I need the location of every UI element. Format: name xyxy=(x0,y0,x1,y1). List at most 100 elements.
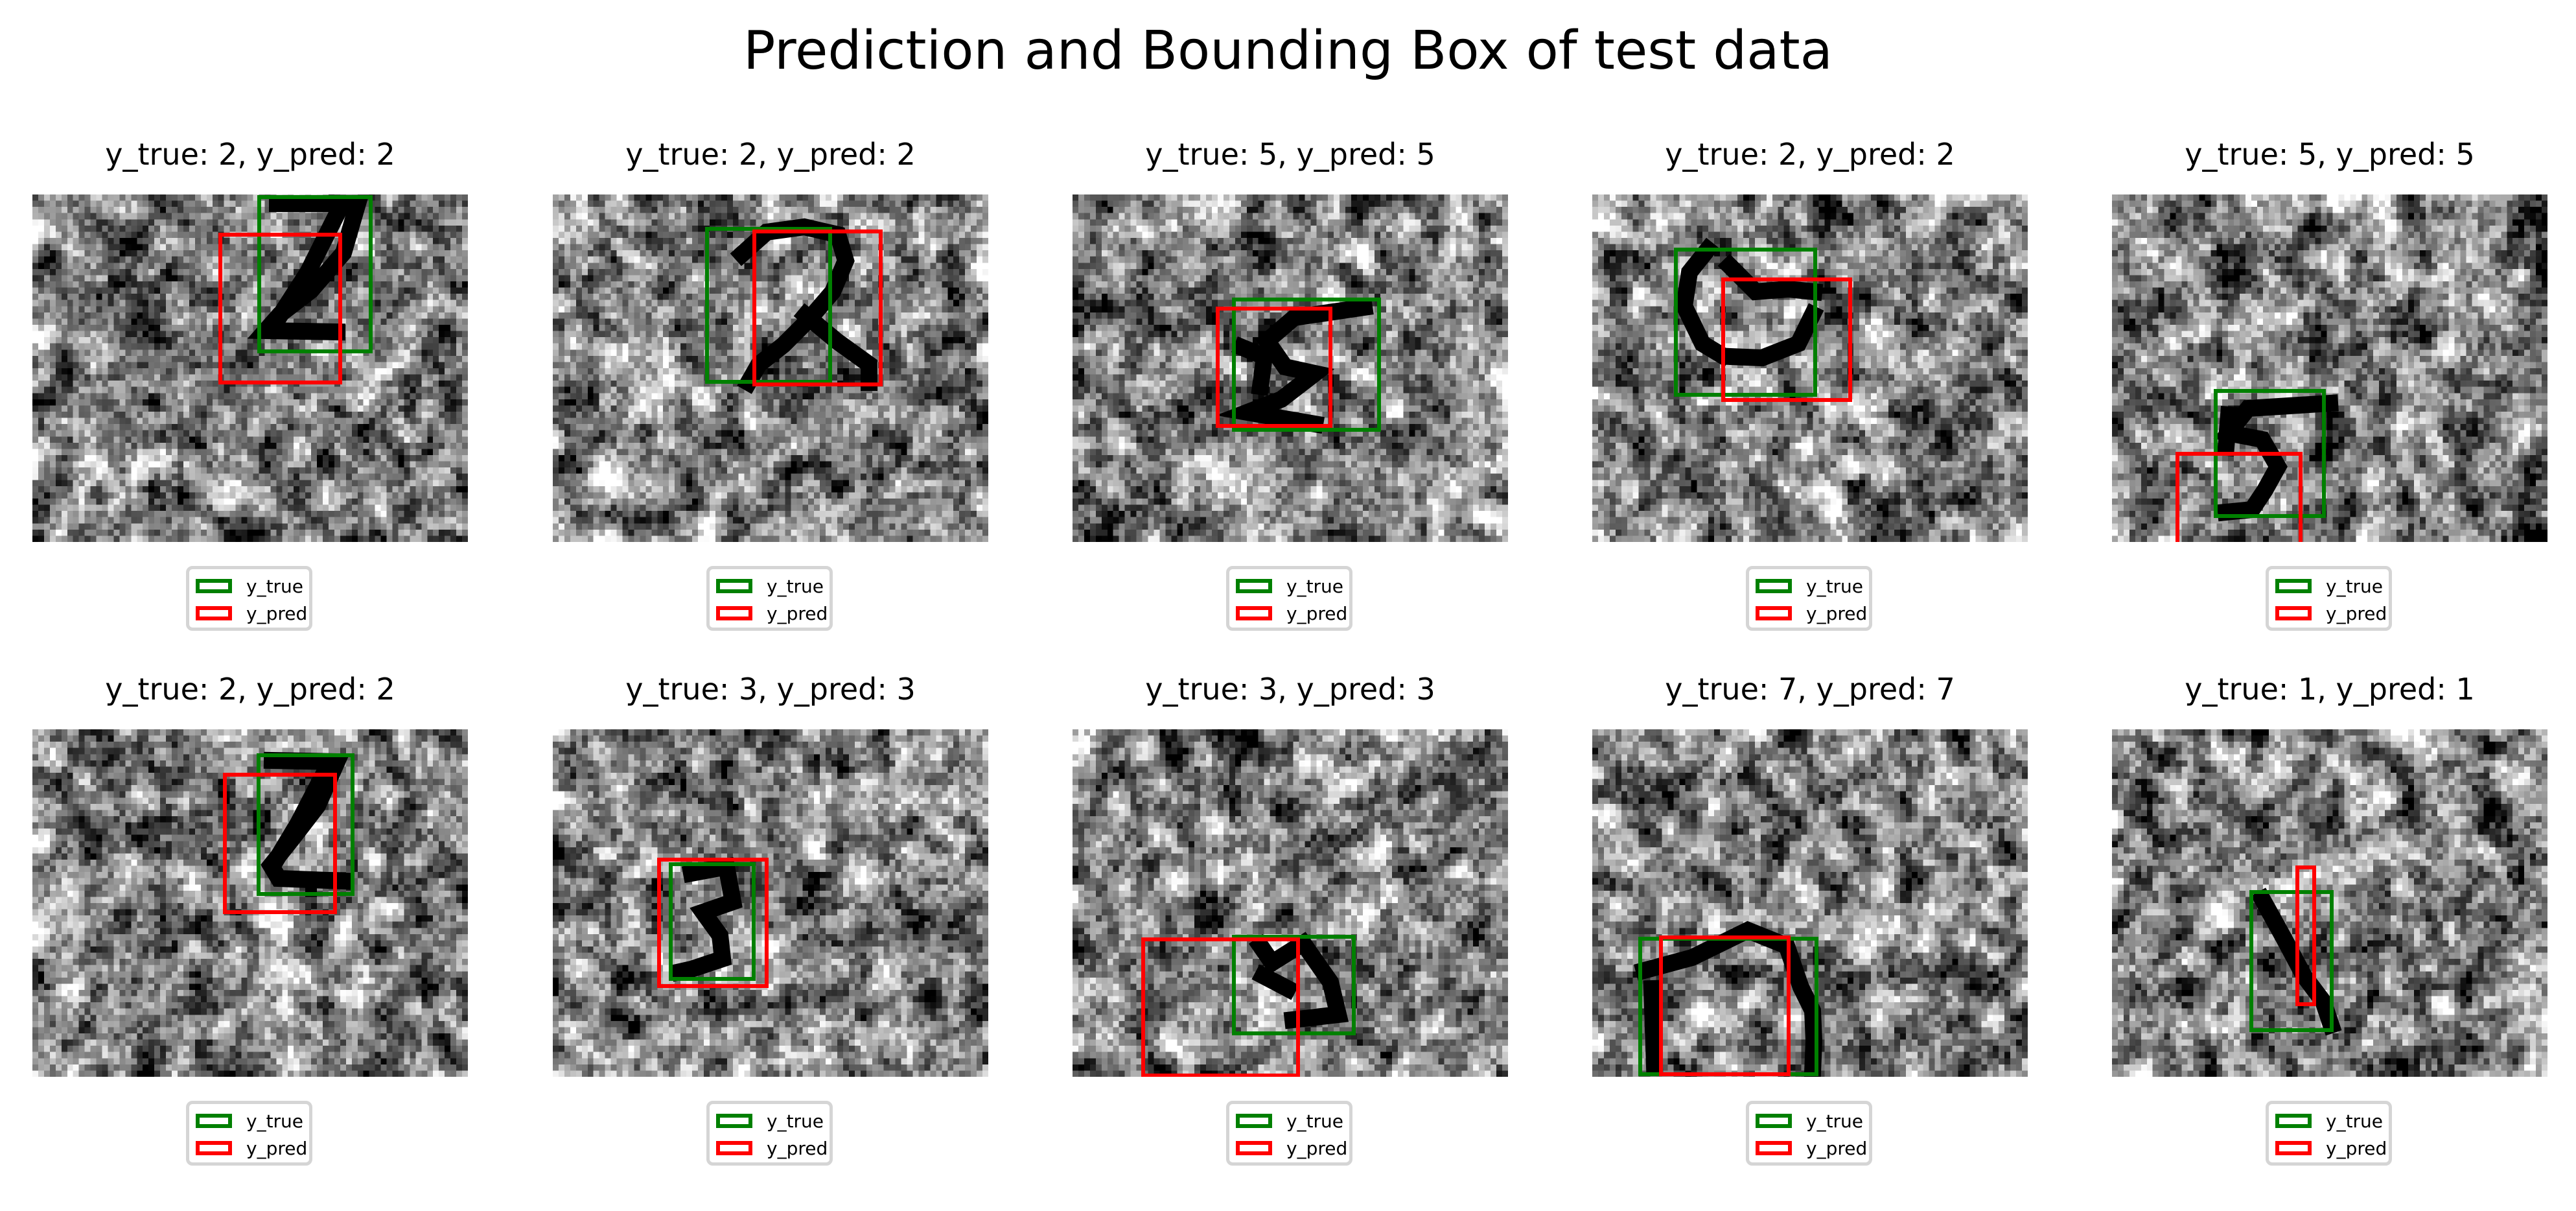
legend-label: y_true xyxy=(2326,576,2383,597)
y-true-box xyxy=(257,753,354,896)
legend-swatch xyxy=(196,1114,232,1128)
y-true-box xyxy=(705,227,832,384)
y-true-box xyxy=(1232,935,1356,1035)
legend-label: y_pred xyxy=(2326,603,2387,624)
digit-stroke xyxy=(1722,303,1824,367)
legend-label: y_pred xyxy=(246,1138,307,1159)
y-pred-box xyxy=(1216,307,1332,428)
legend-swatch xyxy=(1756,1141,1792,1155)
legend-entry: y_true xyxy=(2275,573,2383,599)
image-canvas xyxy=(32,729,468,1077)
legend-entry: y_true xyxy=(716,573,824,599)
image-canvas xyxy=(553,194,988,542)
legend-entry: y_pred xyxy=(196,1135,307,1161)
legend-label: y_pred xyxy=(1806,1138,1867,1159)
panel-2: y_true: 2, y_pred: 2 y_true y_pred xyxy=(553,0,988,631)
legend-entry: y_true xyxy=(1756,573,1863,599)
noise-pixels xyxy=(2112,729,2547,1077)
test-image xyxy=(1073,194,1508,542)
y-pred-box xyxy=(2176,452,2303,542)
digit-stroke xyxy=(669,856,743,982)
noise-pixels xyxy=(2112,194,2547,542)
legend-label: y_true xyxy=(1286,576,1343,597)
legend: y_true y_pred xyxy=(1746,1101,1872,1166)
y-pred-box xyxy=(1659,935,1791,1076)
legend: y_true y_pred xyxy=(2266,1101,2392,1166)
legend-swatch xyxy=(2275,579,2312,593)
y-true-box xyxy=(2249,890,2334,1032)
image-canvas xyxy=(1592,194,2028,542)
test-image xyxy=(2112,194,2547,542)
legend-label: y_true xyxy=(1806,1111,1863,1132)
digit-strokes xyxy=(261,751,354,890)
panel-title: y_true: 2, y_pred: 2 xyxy=(1592,139,2028,169)
image-canvas xyxy=(1073,194,1508,542)
test-image xyxy=(1073,729,1508,1077)
legend-label: y_pred xyxy=(1806,603,1867,624)
panel-7: y_true: 3, y_pred: 3 y_true y_pred xyxy=(553,519,988,1166)
legend-swatch xyxy=(1236,1114,1272,1128)
legend-entry: y_true xyxy=(716,1108,824,1134)
legend-label: y_pred xyxy=(767,603,828,624)
noise-pixels xyxy=(553,194,988,542)
legend-entry: y_pred xyxy=(1236,1135,1347,1161)
panel-5: y_true: 5, y_pred: 5 y_true y_pred xyxy=(2112,0,2547,631)
legend-swatch xyxy=(716,579,752,593)
legend-entry: y_pred xyxy=(1236,600,1347,626)
legend-label: y_true xyxy=(1806,576,1863,597)
legend-label: y_true xyxy=(246,1111,303,1132)
legend-label: y_true xyxy=(767,576,824,597)
image-canvas xyxy=(1073,729,1508,1077)
legend-label: y_pred xyxy=(1286,1138,1347,1159)
legend-swatch xyxy=(2275,1141,2312,1155)
legend-swatch xyxy=(716,1141,752,1155)
legend-swatch xyxy=(1756,579,1792,593)
y-pred-box xyxy=(218,233,342,384)
figure-title: Prediction and Bounding Box of test data xyxy=(0,25,2576,78)
digit-strokes xyxy=(1248,932,1349,1029)
digit-stroke xyxy=(2217,406,2238,456)
digit-stroke xyxy=(1634,921,1823,1077)
digit-stroke xyxy=(1248,932,1349,1029)
image-canvas xyxy=(2112,194,2547,542)
image-canvas xyxy=(1592,729,2028,1077)
test-image xyxy=(32,194,468,542)
legend-swatch xyxy=(1236,606,1272,620)
legend-swatch xyxy=(2275,606,2312,620)
y-pred-box xyxy=(223,773,337,914)
test-image xyxy=(1592,729,2028,1077)
legend-entry: y_true xyxy=(196,1108,303,1134)
y-pred-box xyxy=(1721,277,1852,402)
digit-stroke xyxy=(247,195,369,341)
digit-strokes xyxy=(1216,298,1374,434)
legend-swatch xyxy=(716,1114,752,1128)
digit-strokes xyxy=(2251,888,2342,1036)
panel-title: y_true: 7, y_pred: 7 xyxy=(1592,674,2028,704)
legend: y_true y_pred xyxy=(186,1101,312,1166)
legend-swatch xyxy=(196,1141,232,1155)
y-pred-box xyxy=(1141,937,1300,1077)
test-image xyxy=(553,729,988,1077)
panel-4: y_true: 2, y_pred: 2 y_true y_pred xyxy=(1592,0,2028,631)
legend: y_true y_pred xyxy=(1226,1101,1352,1166)
legend-entry: y_true xyxy=(1236,1108,1343,1134)
test-image xyxy=(553,194,988,542)
legend-entry: y_true xyxy=(196,573,303,599)
digit-strokes xyxy=(1634,921,1823,1077)
y-true-box xyxy=(669,862,756,981)
legend-label: y_true xyxy=(2326,1111,2383,1132)
legend: y_true y_pred xyxy=(2266,566,2392,631)
panel-10: y_true: 1, y_pred: 1 y_true y_pred xyxy=(2112,519,2547,1166)
noise-pixels xyxy=(32,194,468,542)
legend-entry: y_pred xyxy=(1756,600,1867,626)
legend-swatch xyxy=(1756,1114,1792,1128)
test-image xyxy=(32,729,468,1077)
panel-title: y_true: 1, y_pred: 1 xyxy=(2112,674,2547,704)
panel-title: y_true: 3, y_pred: 3 xyxy=(553,674,988,704)
legend-entry: y_pred xyxy=(196,600,307,626)
test-image xyxy=(2112,729,2547,1077)
legend-entry: y_true xyxy=(1236,573,1343,599)
legend-label: y_true xyxy=(767,1111,824,1132)
panel-3: y_true: 5, y_pred: 5 y_true y_pred xyxy=(1073,0,1508,631)
y-pred-box xyxy=(657,858,769,988)
